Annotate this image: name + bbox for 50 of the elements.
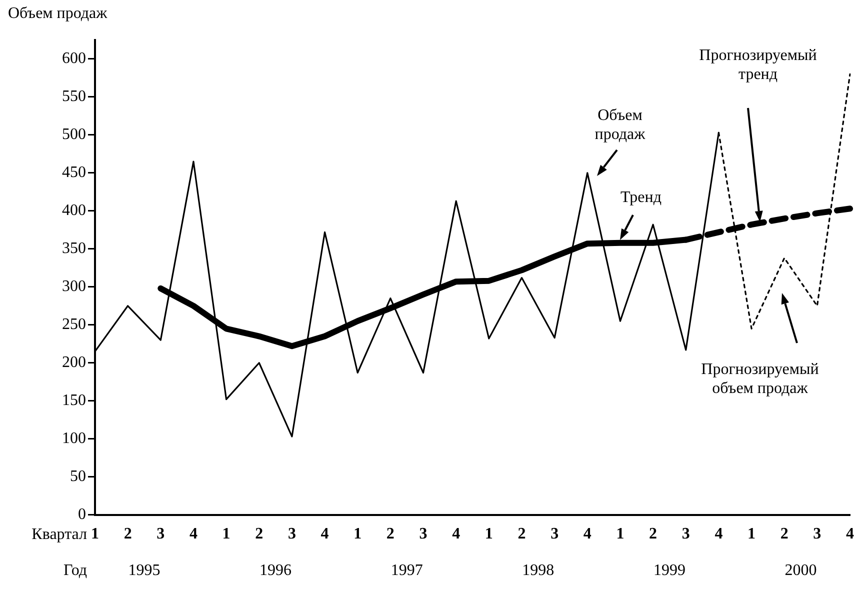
x-tick-label: 1 <box>748 526 756 543</box>
x-tick-label: 1 <box>222 526 230 543</box>
x-tick-label: 3 <box>156 526 165 543</box>
x-tick-label: 4 <box>714 526 723 543</box>
x-tick-label: 1 <box>91 526 99 543</box>
x-tick-label: 2 <box>386 526 394 543</box>
text: 1996 <box>260 562 292 580</box>
y-tick-label: 200 <box>62 354 86 372</box>
annotation: Прогнозируемый объем продаж <box>701 360 819 398</box>
y-tick-label: 0 <box>78 506 86 524</box>
y-tick-label: 550 <box>62 88 86 106</box>
text: Год <box>63 562 87 580</box>
text: 1997 <box>390 562 423 580</box>
x-axis-title: Квартал <box>32 526 88 544</box>
x-tick-label: 3 <box>813 526 822 543</box>
x-tick-label: 3 <box>419 526 428 543</box>
x-tick-label: 2 <box>255 526 264 543</box>
x-tick-label: 1 <box>484 526 493 543</box>
y-tick-label: 350 <box>62 240 86 258</box>
x-tick-label: 3 <box>288 526 296 543</box>
x-tick-label: 2 <box>649 526 658 543</box>
annotation: Тренд <box>620 188 662 207</box>
y-tick-label: 50 <box>70 468 86 486</box>
x-tick-label: 2 <box>780 526 788 543</box>
x-tick-label: 2 <box>124 526 132 543</box>
text: 1995 <box>128 562 160 580</box>
y-tick-label: 150 <box>62 392 86 410</box>
x-tick-label: 1 <box>354 526 362 543</box>
y-tick-label: 500 <box>62 126 86 144</box>
x-tick-label: 3 <box>682 526 690 543</box>
x-tick-label: 4 <box>583 526 592 543</box>
y-tick-label: 450 <box>62 164 86 182</box>
x-tick-label: 1 <box>616 526 624 543</box>
x-tick-label: 3 <box>550 526 559 543</box>
y-axis-title: Объем продаж <box>8 5 108 22</box>
annotation: Объем продаж <box>594 106 646 144</box>
y-tick-label: 400 <box>62 202 86 220</box>
x-tick-label: 4 <box>320 526 329 543</box>
x-tick-label: 4 <box>452 526 460 543</box>
y-tick-label: 600 <box>62 50 86 68</box>
x-tick-label: 4 <box>189 526 198 543</box>
text: 1998 <box>522 562 554 580</box>
text: 2000 <box>784 562 817 580</box>
y-tick-label: 300 <box>62 278 86 296</box>
annotation: Прогнозируемый тренд <box>699 46 817 84</box>
x-tick-label: 4 <box>846 526 854 543</box>
text: 1999 <box>653 562 686 580</box>
y-tick-label: 100 <box>62 430 86 448</box>
x-tick-label: 2 <box>518 526 526 543</box>
y-tick-label: 250 <box>62 316 86 334</box>
